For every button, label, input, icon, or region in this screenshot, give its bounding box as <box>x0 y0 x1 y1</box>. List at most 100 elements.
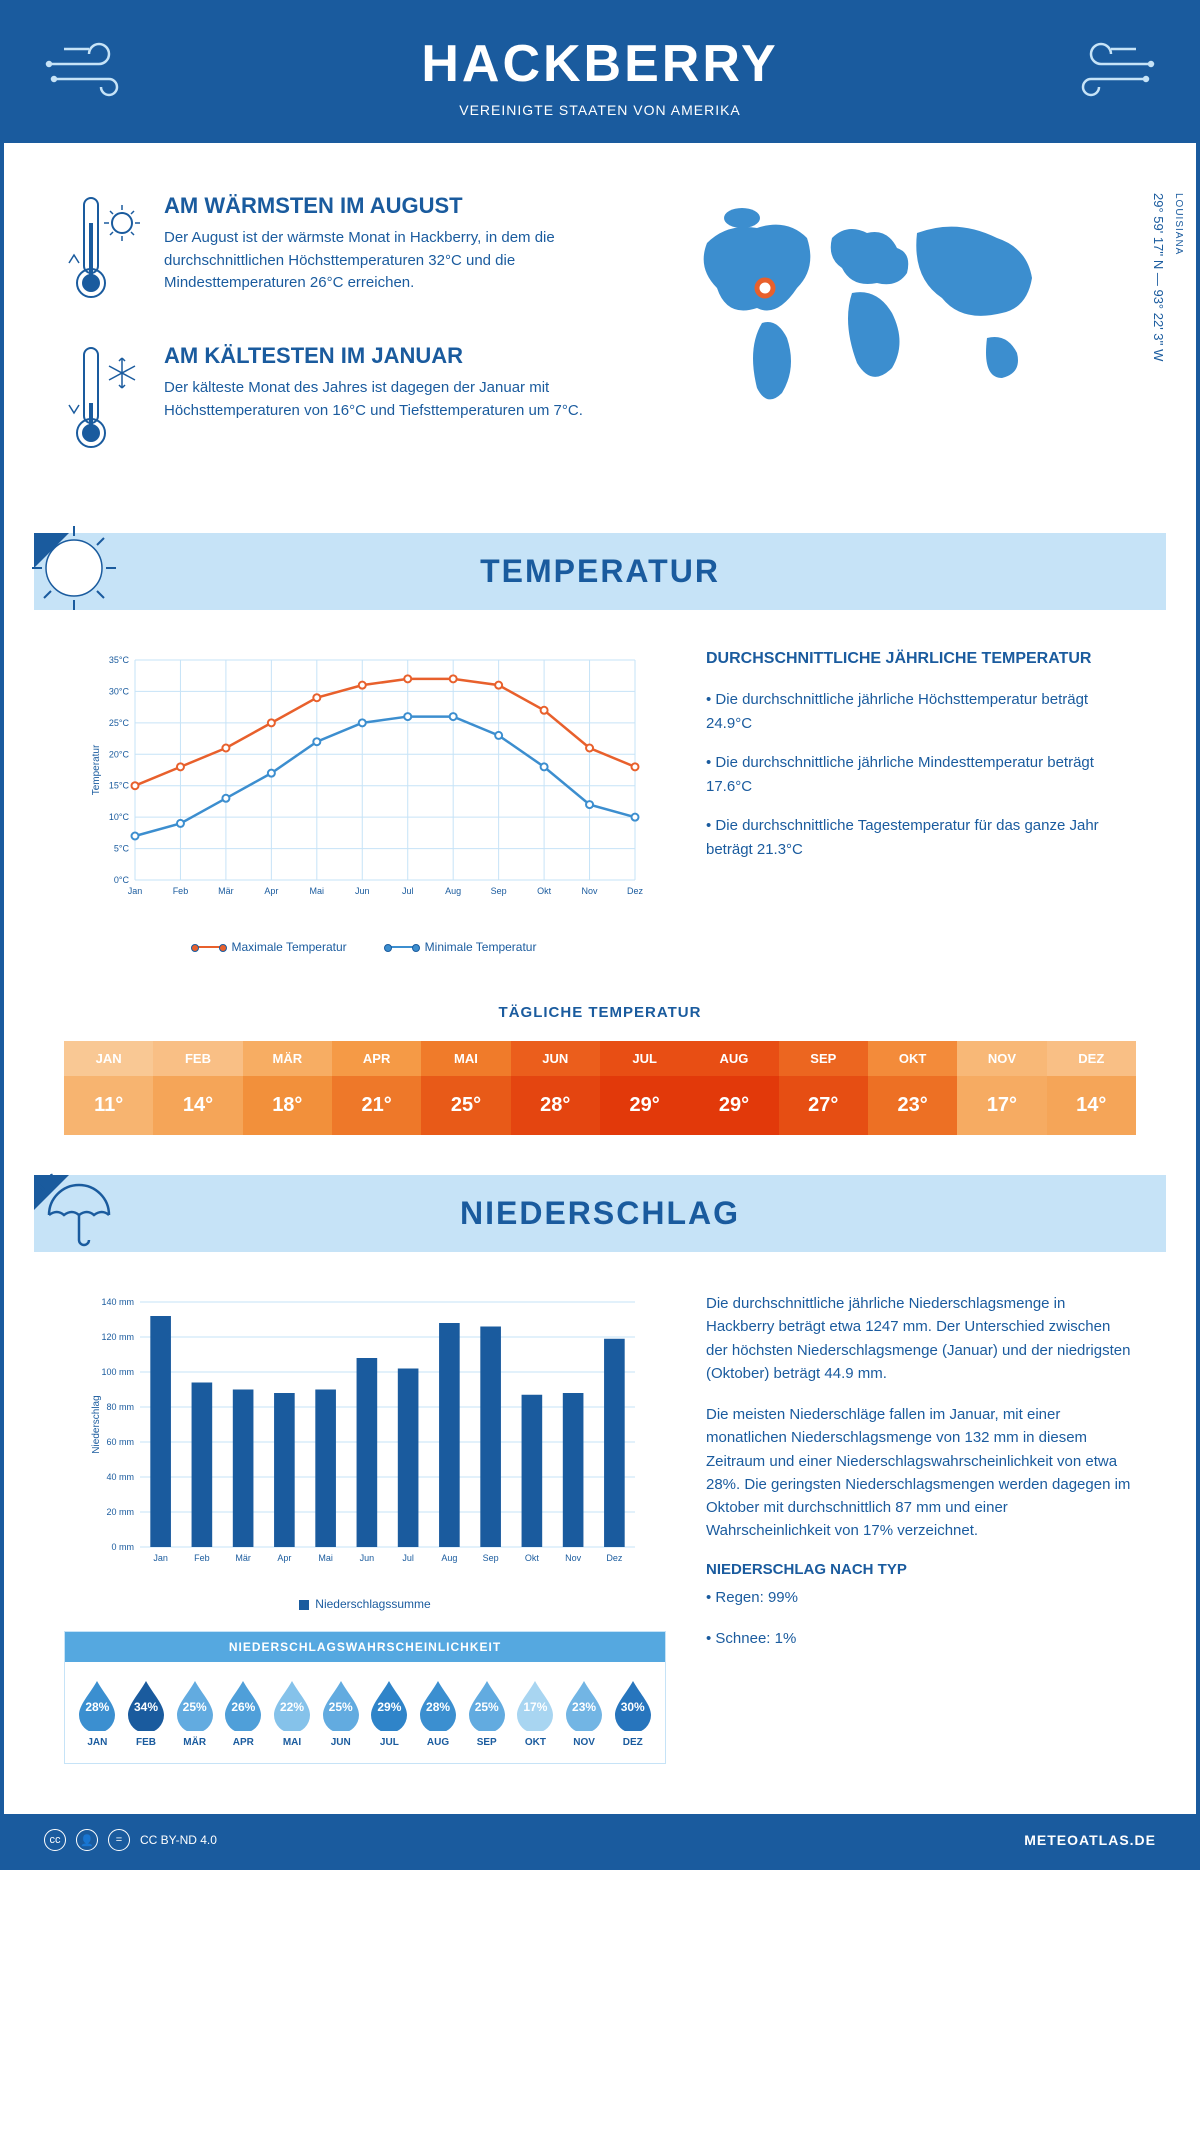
license-text: CC BY-ND 4.0 <box>140 1833 217 1847</box>
svg-text:Jun: Jun <box>355 886 370 896</box>
precip-paragraph: Die durchschnittliche jährliche Niedersc… <box>706 1292 1136 1385</box>
probability-cell: 34%FEB <box>124 1677 169 1748</box>
summary-point: • Die durchschnittliche Tagestemperatur … <box>706 814 1136 862</box>
probability-cell: 22%MAI <box>270 1677 315 1748</box>
svg-text:60 mm: 60 mm <box>106 1437 134 1447</box>
svg-text:100 mm: 100 mm <box>101 1367 134 1377</box>
svg-text:Okt: Okt <box>525 1553 540 1563</box>
svg-text:Jun: Jun <box>360 1553 375 1563</box>
svg-text:Apr: Apr <box>264 886 278 896</box>
page-title: HACKBERRY <box>24 34 1176 94</box>
svg-text:15°C: 15°C <box>109 781 130 791</box>
svg-text:Jan: Jan <box>153 1553 168 1563</box>
world-map-icon <box>687 193 1067 413</box>
temperature-title: TEMPERATUR <box>54 553 1146 590</box>
daily-temp-table: JAN11°FEB14°MÄR18°APR21°MAI25°JUN28°JUL2… <box>64 1041 1136 1135</box>
svg-text:Mai: Mai <box>310 886 325 896</box>
temp-cell: FEB14° <box>153 1041 242 1135</box>
summary-point: • Die durchschnittliche jährliche Höchst… <box>706 688 1136 736</box>
temp-cell: APR21° <box>332 1041 421 1135</box>
coldest-title: AM KÄLTESTEN IM JANUAR <box>164 343 647 369</box>
temp-cell: JUL29° <box>600 1041 689 1135</box>
wind-icon <box>44 34 144 104</box>
temp-cell: JUN28° <box>511 1041 600 1135</box>
precip-type-title: NIEDERSCHLAG NACH TYP <box>706 1561 1136 1578</box>
temp-cell: AUG29° <box>689 1041 778 1135</box>
probability-cell: 29%JUL <box>367 1677 412 1748</box>
nd-icon: = <box>108 1829 130 1851</box>
info-section: AM WÄRMSTEN IM AUGUST Der August ist der… <box>4 143 1196 533</box>
thermometer-hot-icon <box>64 193 144 303</box>
svg-text:Jan: Jan <box>128 886 143 896</box>
sun-icon <box>24 518 124 618</box>
temp-cell: MÄR18° <box>243 1041 332 1135</box>
temp-cell: JAN11° <box>64 1041 153 1135</box>
probability-cell: 30%DEZ <box>610 1677 655 1748</box>
svg-text:0 mm: 0 mm <box>112 1542 135 1552</box>
svg-text:Jul: Jul <box>402 886 414 896</box>
summary-point: • Die durchschnittliche jährliche Mindes… <box>706 751 1136 799</box>
probability-box: NIEDERSCHLAGSWAHRSCHEINLICHKEIT 28%JAN34… <box>64 1631 666 1764</box>
thermometer-cold-icon <box>64 343 144 453</box>
probability-title: NIEDERSCHLAGSWAHRSCHEINLICHKEIT <box>65 1632 665 1662</box>
svg-text:120 mm: 120 mm <box>101 1332 134 1342</box>
svg-text:10°C: 10°C <box>109 812 130 822</box>
svg-text:5°C: 5°C <box>114 844 130 854</box>
svg-text:Jul: Jul <box>402 1553 414 1563</box>
svg-text:Okt: Okt <box>537 886 552 896</box>
coldest-text: Der kälteste Monat des Jahres ist dagege… <box>164 377 647 422</box>
probability-cell: 17%OKT <box>513 1677 558 1748</box>
svg-text:Aug: Aug <box>441 1553 457 1563</box>
chart-legend: Maximale Temperatur Minimale Temperatur <box>64 940 666 954</box>
warmest-text: Der August ist der wärmste Monat in Hack… <box>164 227 647 295</box>
temp-cell: OKT23° <box>868 1041 957 1135</box>
svg-text:Feb: Feb <box>194 1553 210 1563</box>
svg-text:30°C: 30°C <box>109 686 130 696</box>
site-name: METEOATLAS.DE <box>1024 1832 1156 1848</box>
svg-text:Apr: Apr <box>277 1553 291 1563</box>
svg-text:20°C: 20°C <box>109 749 130 759</box>
probability-cell: 25%JUN <box>318 1677 363 1748</box>
temp-cell: DEZ14° <box>1047 1041 1136 1135</box>
legend-item: Maximale Temperatur <box>194 940 347 954</box>
temp-cell: MAI25° <box>421 1041 510 1135</box>
svg-text:Mär: Mär <box>235 1553 251 1563</box>
probability-cell: 23%NOV <box>562 1677 607 1748</box>
svg-text:20 mm: 20 mm <box>106 1507 134 1517</box>
page-subtitle: VEREINIGTE STAATEN VON AMERIKA <box>24 102 1176 118</box>
umbrella-icon <box>24 1160 124 1260</box>
page-header: HACKBERRY VEREINIGTE STAATEN VON AMERIKA <box>4 4 1196 143</box>
svg-text:Feb: Feb <box>173 886 189 896</box>
svg-text:Nov: Nov <box>582 886 599 896</box>
precipitation-section-header: NIEDERSCHLAG <box>34 1175 1166 1252</box>
probability-cell: 25%SEP <box>464 1677 509 1748</box>
svg-text:25°C: 25°C <box>109 718 130 728</box>
warmest-block: AM WÄRMSTEN IM AUGUST Der August ist der… <box>64 193 647 308</box>
bar-legend: Niederschlagssumme <box>64 1597 666 1611</box>
svg-text:0°C: 0°C <box>114 875 130 885</box>
precip-paragraph: Die meisten Niederschläge fallen im Janu… <box>706 1403 1136 1543</box>
coordinates: 29° 59' 17'' N — 93° 22' 3'' W <box>1151 193 1166 361</box>
temp-cell: NOV17° <box>957 1041 1046 1135</box>
temp-cell: SEP27° <box>779 1041 868 1135</box>
probability-cell: 28%AUG <box>416 1677 461 1748</box>
probability-cell: 28%JAN <box>75 1677 120 1748</box>
svg-text:Niederschlag: Niederschlag <box>91 1395 102 1453</box>
legend-item: Minimale Temperatur <box>387 940 537 954</box>
precip-type-item: • Schnee: 1% <box>706 1627 1136 1650</box>
svg-text:80 mm: 80 mm <box>106 1402 134 1412</box>
by-icon: 👤 <box>76 1829 98 1851</box>
svg-text:40 mm: 40 mm <box>106 1472 134 1482</box>
probability-cell: 25%MÄR <box>172 1677 217 1748</box>
svg-text:Dez: Dez <box>627 886 644 896</box>
daily-temp-title: TÄGLICHE TEMPERATUR <box>64 1004 1136 1021</box>
warmest-title: AM WÄRMSTEN IM AUGUST <box>164 193 647 219</box>
svg-text:Aug: Aug <box>445 886 461 896</box>
svg-text:140 mm: 140 mm <box>101 1297 134 1307</box>
svg-text:Mär: Mär <box>218 886 234 896</box>
svg-text:Sep: Sep <box>483 1553 499 1563</box>
precipitation-bar-chart: 0 mm 20 mm 40 mm 60 mm 80 mm 100 mm 120 mm 140 … <box>64 1292 666 1592</box>
temperature-line-chart: 0°C5°C10°C15°C20°C25°C30°C35°CJanFebMärA… <box>64 650 666 930</box>
svg-text:Sep: Sep <box>491 886 507 896</box>
svg-text:Dez: Dez <box>606 1553 623 1563</box>
